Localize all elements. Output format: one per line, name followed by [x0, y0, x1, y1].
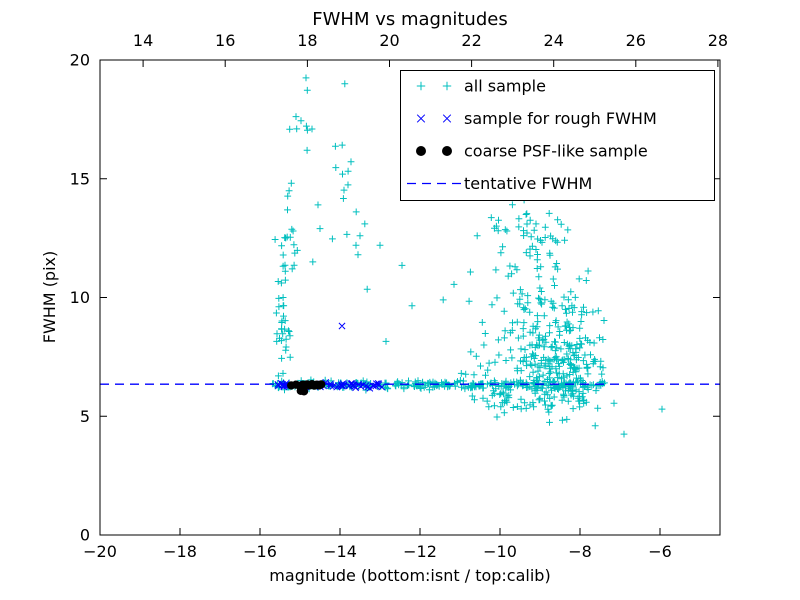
x-axis-label: magnitude (bottom:isnt / top:calib) [269, 566, 550, 585]
legend-label-tentative-fwhm: tentative FWHM [464, 174, 592, 193]
legend: all sample sample for rough FWHM coarse … [400, 70, 715, 201]
x-bottom-tick-label: −12 [403, 542, 437, 561]
x-bottom-tick-label: −16 [243, 542, 277, 561]
x-bottom-tick-label: −10 [483, 542, 517, 561]
series-coarse-psf [287, 380, 326, 396]
x-top-tick-label: 16 [215, 31, 235, 50]
x-top-tick-label: 14 [133, 31, 153, 50]
y-tick-label: 15 [70, 169, 90, 188]
y-tick-label: 10 [70, 288, 90, 307]
x-top-tick-label: 22 [461, 31, 481, 50]
legend-plus-marker [416, 81, 452, 91]
legend-markers [407, 81, 461, 185]
y-axis-label: FWHM (pix) [40, 251, 59, 344]
x-bottom-tick-label: −18 [163, 542, 197, 561]
legend-dot-marker [416, 146, 426, 156]
legend-x-marker [416, 114, 452, 123]
x-bottom-tick-label: −6 [648, 542, 672, 561]
x-top-tick-label: 20 [379, 31, 399, 50]
x-top-tick-label: 28 [708, 31, 728, 50]
legend-label-coarse-psf: coarse PSF-like sample [464, 142, 648, 161]
x-top-tick-label: 24 [544, 31, 564, 50]
x-top-tick-label: 18 [297, 31, 317, 50]
legend-label-rough-fwhm: sample for rough FWHM [464, 109, 657, 128]
x-bottom-tick-label: −8 [568, 542, 592, 561]
coarse-psf-point [317, 380, 326, 389]
x-bottom-tick-label: −14 [323, 542, 357, 561]
x-top-tick-label: 26 [626, 31, 646, 50]
tick-labels: −20 −18 −16 −14 −12 −10 −8 −6 14 16 18 20 22 24 26 28 0 5… [70, 31, 728, 561]
x-bottom-tick-label: −20 [83, 542, 117, 561]
axes-frame [99, 59, 721, 536]
chart-title: FWHM vs magnitudes [312, 9, 507, 30]
y-tick-label: 20 [70, 51, 90, 70]
y-tick-label: 0 [80, 526, 90, 545]
legend-dot-marker [442, 146, 452, 156]
legend-label-all-sample: all sample [464, 77, 546, 96]
y-tick-label: 5 [80, 407, 90, 426]
legend-box [400, 70, 715, 201]
